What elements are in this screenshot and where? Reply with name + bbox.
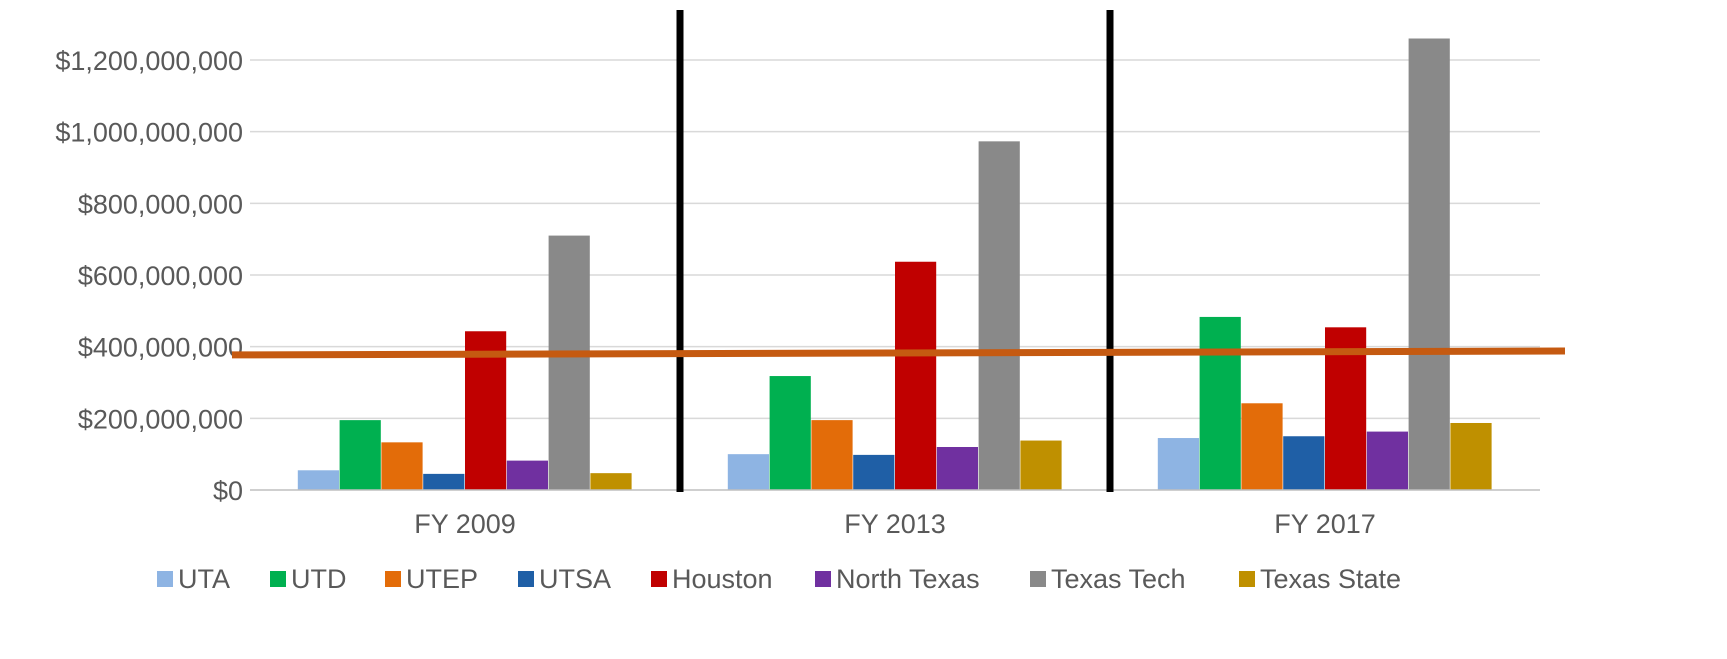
legend-swatch xyxy=(270,571,286,587)
x-tick-label: FY 2013 xyxy=(844,509,946,539)
legend-label: UTA xyxy=(178,564,230,594)
legend-swatch xyxy=(518,571,534,587)
y-tick-label: $400,000,000 xyxy=(78,333,243,363)
legend-swatch xyxy=(157,571,173,587)
legend-label: Texas Tech xyxy=(1051,564,1186,594)
bar xyxy=(506,460,548,490)
bar xyxy=(1366,431,1408,490)
y-tick-label: $800,000,000 xyxy=(78,189,243,219)
y-axis-tick-labels: $0 $200,000,000 $400,000,000 $600,000,000 $8… xyxy=(55,46,243,506)
bar xyxy=(381,442,423,490)
reference-line xyxy=(231,347,1566,359)
bar xyxy=(1157,438,1199,490)
bar xyxy=(811,420,853,490)
legend-label: UTEP xyxy=(406,564,478,594)
y-tick-label: $1,000,000,000 xyxy=(55,118,243,148)
reference-line-layer xyxy=(231,347,1566,359)
legend-label: Texas State xyxy=(1260,564,1401,594)
y-tick-label: $1,200,000,000 xyxy=(55,46,243,76)
period-separators xyxy=(676,10,1114,492)
bar xyxy=(590,473,632,490)
legend-swatch xyxy=(1030,571,1046,587)
legend-swatch xyxy=(1239,571,1255,587)
bar xyxy=(727,454,769,490)
bar xyxy=(1408,38,1450,490)
legend-label: Houston xyxy=(672,564,773,594)
legend: UTA UTD UTEP UTSA Houston North Texas Texas Te… xyxy=(157,564,1401,594)
bar xyxy=(548,235,590,490)
x-tick-label: FY 2017 xyxy=(1274,509,1376,539)
y-tick-label: $0 xyxy=(213,476,243,506)
legend-swatch xyxy=(815,571,831,587)
bar xyxy=(297,470,339,490)
x-axis-tick-labels: FY 2009 FY 2013 FY 2017 xyxy=(414,509,1376,539)
bars xyxy=(297,38,1492,490)
bar xyxy=(1199,316,1241,490)
bar xyxy=(853,454,895,490)
bar xyxy=(1020,440,1062,490)
y-tick-label: $200,000,000 xyxy=(78,404,243,434)
legend-swatch xyxy=(385,571,401,587)
bar xyxy=(1450,422,1492,490)
legend-swatch xyxy=(651,571,667,587)
bar xyxy=(895,261,937,490)
bar xyxy=(1283,436,1325,490)
x-tick-label: FY 2009 xyxy=(414,509,516,539)
legend-label: UTSA xyxy=(539,564,611,594)
bar xyxy=(936,447,978,490)
legend-label: North Texas xyxy=(836,564,980,594)
bar xyxy=(1241,403,1283,490)
y-tick-label: $600,000,000 xyxy=(78,261,243,291)
bar xyxy=(978,141,1020,490)
legend-label: UTD xyxy=(291,564,347,594)
bar xyxy=(339,420,381,490)
bar xyxy=(423,473,465,490)
bar xyxy=(769,376,811,490)
bar xyxy=(465,331,507,490)
